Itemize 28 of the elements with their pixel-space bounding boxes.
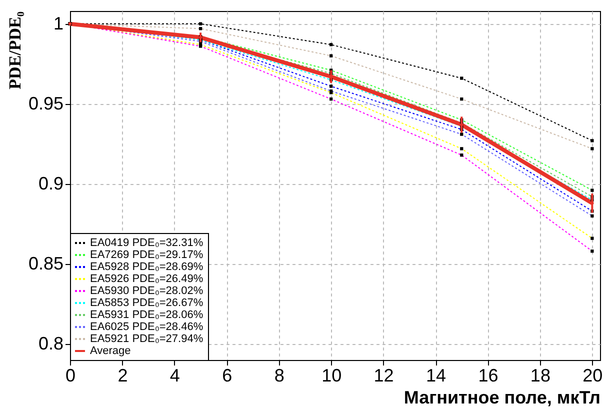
legend-label: EA5921 PDE₀=27.94% [90, 333, 204, 345]
legend-label: EA5931 PDE₀=28.06% [90, 309, 204, 321]
x-tick-label: 18 [530, 366, 550, 386]
legend-label: EA7269 PDE₀=29.17% [90, 249, 204, 261]
y-tick-label: 0.8 [38, 333, 64, 354]
x-tick-label: 12 [374, 366, 394, 386]
legend-label: EA5928 PDE₀=28.69% [90, 261, 204, 273]
y-axis-title: PDE/PDE₀ [5, 12, 24, 90]
x-tick-label: 10 [322, 366, 342, 386]
x-tick-label: 16 [478, 366, 498, 386]
x-tick-label: 0 [65, 366, 76, 386]
y-tick-label: 1 [53, 13, 64, 34]
legend-label: EA6025 PDE₀=28.46% [90, 321, 204, 333]
x-tick-label: 2 [118, 366, 128, 386]
y-tick-label: 0.85 [28, 253, 64, 274]
legend-label: EA0419 PDE₀=32.31% [90, 237, 204, 249]
legend-label: Average [90, 345, 131, 357]
legend-label: EA5926 PDE₀=26.49% [90, 273, 204, 285]
y-tick-label: 0.95 [28, 93, 64, 114]
x-tick-label: 6 [222, 366, 232, 386]
x-tick-label: 20 [582, 366, 603, 386]
y-tick-label: 0.9 [38, 173, 64, 194]
x-tick-label: 14 [426, 366, 446, 386]
x-tick-label: 4 [170, 366, 180, 386]
x-axis-title: Магнитное поле, мкТл [404, 388, 600, 408]
legend-label: EA5853 PDE₀=26.67% [90, 297, 204, 309]
x-tick-label: 8 [274, 366, 284, 386]
legend-label: EA5930 PDE₀=28.02% [90, 285, 204, 297]
